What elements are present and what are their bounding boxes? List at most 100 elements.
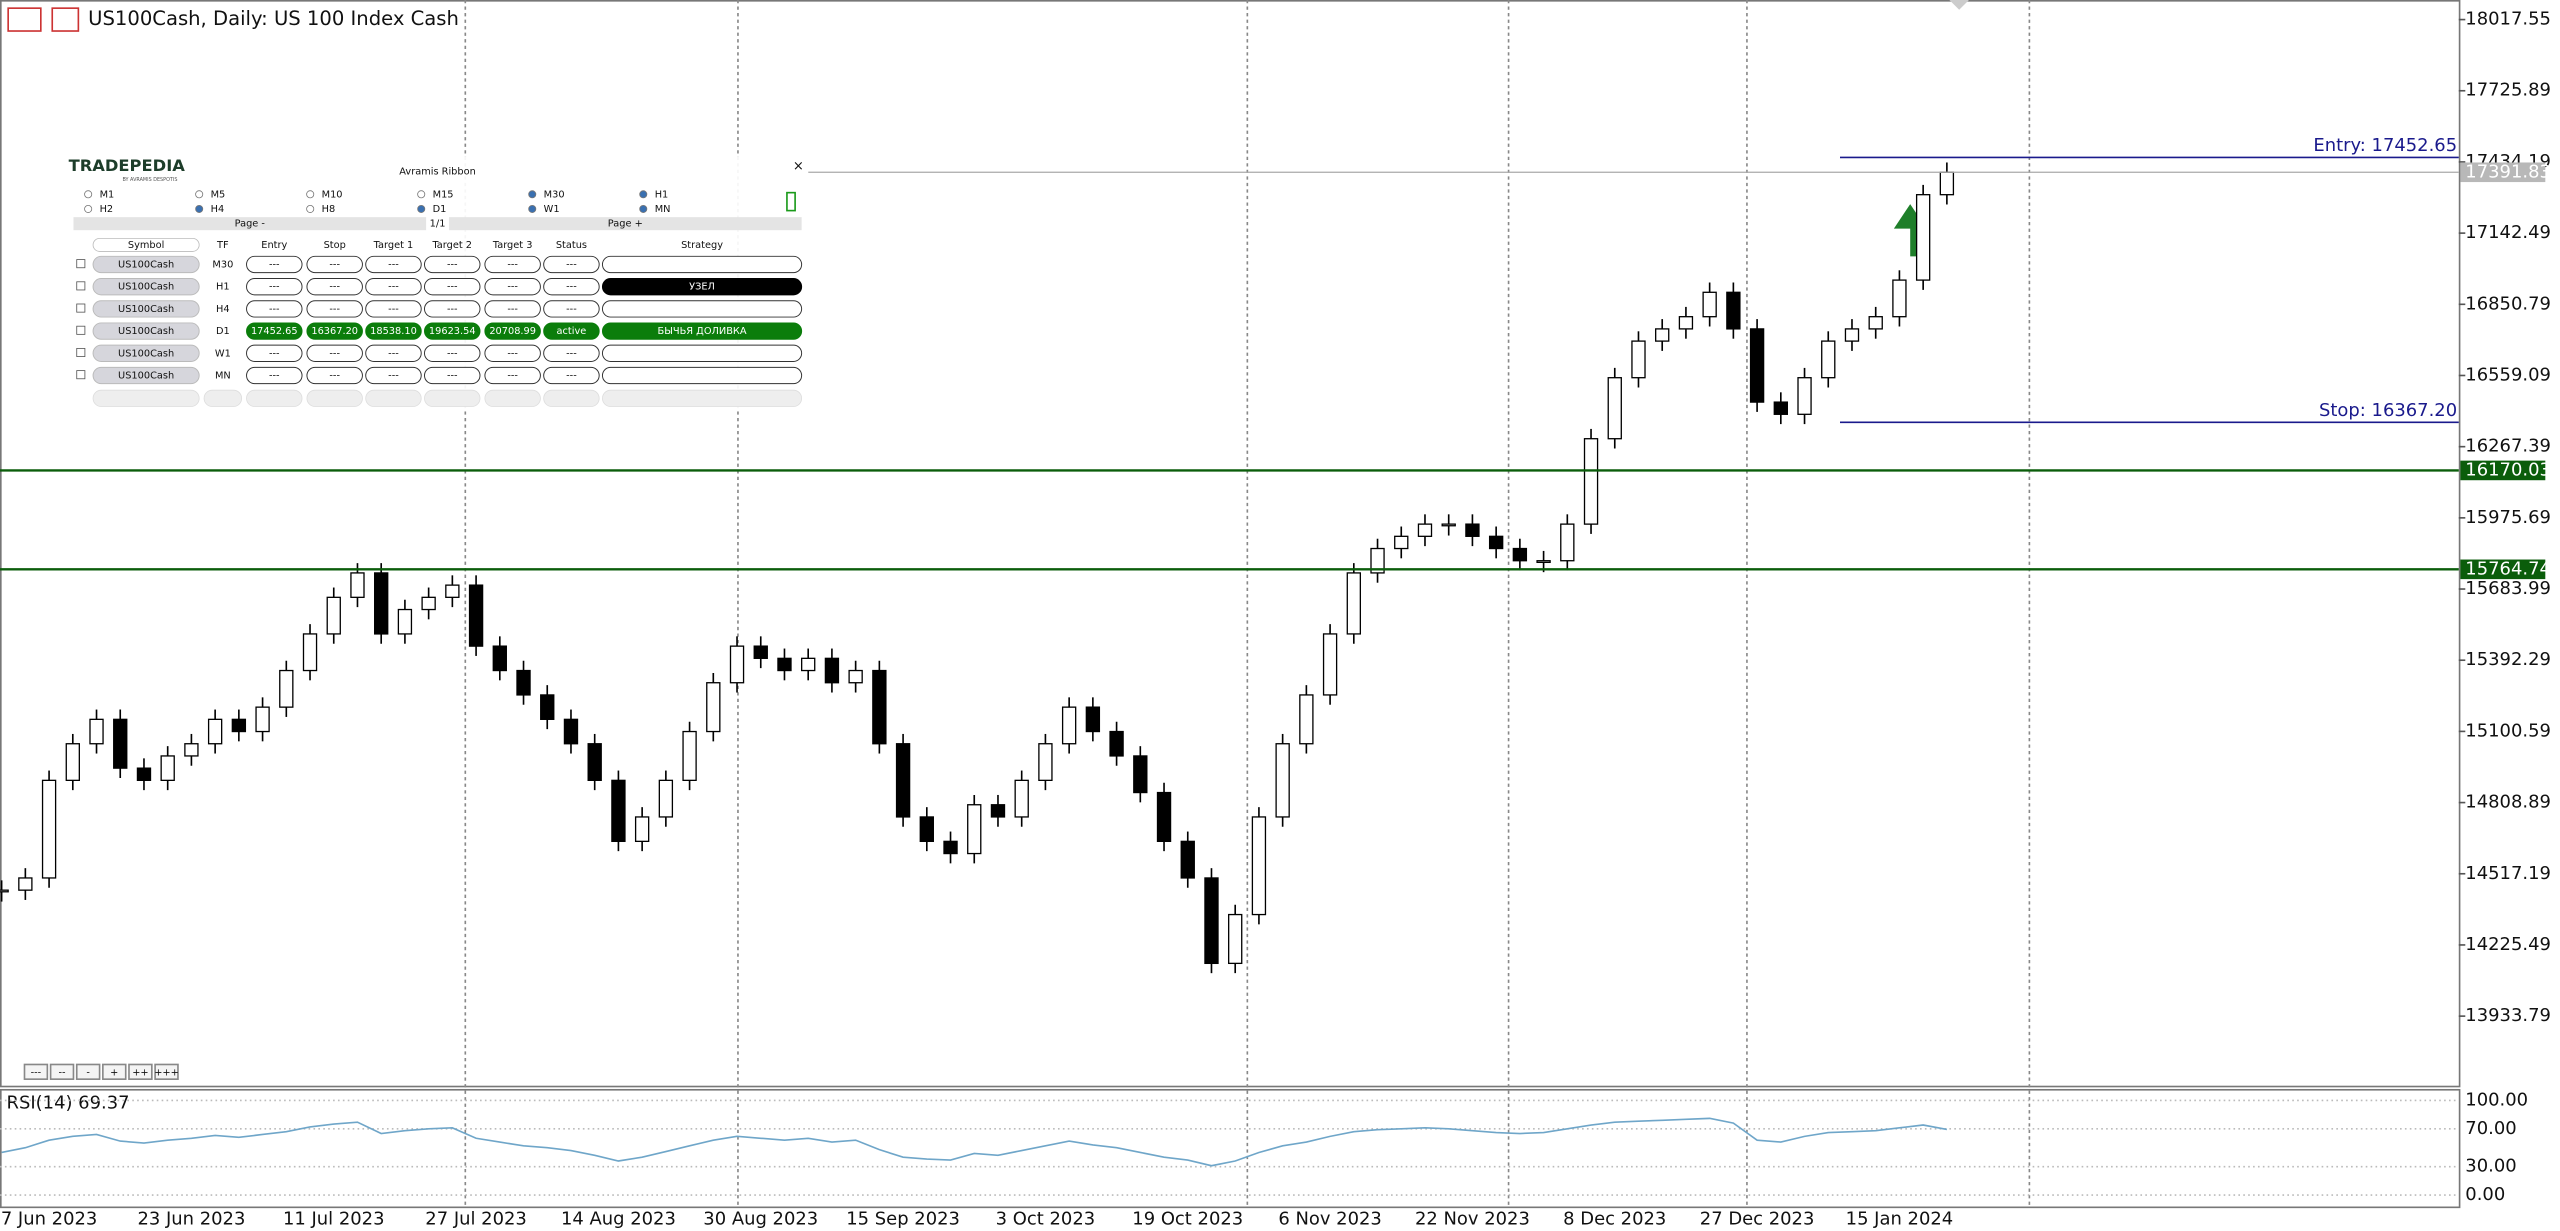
table-cell — [484, 278, 541, 296]
row-icon[interactable] — [76, 370, 86, 380]
x-tick-label: 3 Oct 2023 — [996, 1209, 1095, 1230]
table-cell — [246, 278, 303, 296]
table-cell-text: --- — [566, 348, 577, 359]
timeframe-radio[interactable] — [84, 204, 93, 213]
last-price-label: 17391.83 — [2465, 161, 2551, 182]
candle — [1512, 547, 1528, 562]
timeframe-radio[interactable] — [306, 190, 315, 199]
timeframe-radio[interactable] — [195, 204, 204, 213]
candle — [1821, 340, 1836, 379]
table-cell-text: --- — [507, 259, 518, 270]
icon[interactable] — [51, 7, 80, 32]
candle — [279, 669, 294, 708]
candle — [1607, 377, 1622, 440]
panel-close[interactable]: × — [793, 159, 804, 174]
zoom-button[interactable] — [128, 1063, 153, 1080]
table-cell-text: H1 — [216, 282, 230, 293]
x-tick-label: 27 Dec 2023 — [1700, 1209, 1815, 1230]
row-icon[interactable] — [76, 281, 86, 291]
rsi-pane-frame — [0, 1088, 2461, 1209]
zoom-button[interactable] — [49, 1063, 75, 1080]
timeframe-radio[interactable] — [417, 204, 426, 213]
candle — [207, 718, 223, 745]
timeframe-label: H1 — [655, 189, 669, 200]
timeframe-radio[interactable] — [195, 190, 204, 199]
level-label: 16170.03 — [2465, 459, 2551, 480]
candle — [1346, 572, 1361, 635]
y-tick-label: 15392.29 — [2465, 649, 2551, 670]
zoom-button[interactable] — [23, 1063, 49, 1080]
table-cell — [543, 366, 600, 385]
table-cell-text: --- — [566, 282, 577, 293]
icon[interactable] — [7, 7, 42, 32]
table-cell-text: --- — [447, 259, 458, 270]
candle — [706, 682, 721, 733]
table-cell — [92, 366, 200, 385]
timeframe-radio[interactable] — [306, 204, 315, 213]
table-cell-text: --- — [507, 304, 518, 315]
column-header: Symbol — [128, 240, 164, 251]
table-cell — [424, 300, 481, 318]
page-prev-button[interactable] — [73, 217, 427, 231]
table-cell-text: --- — [329, 304, 340, 315]
panel-logo-sub: BY AVRAMIS DESPOTIS — [122, 177, 177, 183]
timeframe-radio[interactable] — [528, 190, 537, 199]
candle — [1441, 523, 1456, 527]
timeframe-label: M30 — [544, 189, 565, 200]
table-cell — [92, 300, 200, 318]
candle — [1370, 547, 1385, 574]
timeframe-label: W1 — [544, 204, 560, 215]
zoom-button[interactable] — [102, 1063, 127, 1080]
table-cell-text: 16367.20 — [311, 326, 358, 337]
candle — [1773, 401, 1788, 415]
candle — [421, 596, 436, 611]
table-cell — [306, 300, 363, 318]
candle — [967, 804, 982, 855]
row-icon[interactable] — [76, 325, 86, 335]
empty-cell — [424, 389, 481, 407]
candle — [634, 816, 650, 843]
x-tick-label: 30 Aug 2023 — [703, 1209, 818, 1230]
y-tick-label: 16559.09 — [2465, 364, 2551, 385]
y-tick-label: 16267.39 — [2465, 436, 2551, 457]
table-cell-text: US100Cash — [118, 371, 174, 382]
x-tick-label: 19 Oct 2023 — [1132, 1209, 1243, 1230]
timeframe-radio[interactable] — [639, 204, 648, 213]
timeframe-radio[interactable] — [639, 190, 648, 199]
x-tick-label: 7 Jun 2023 — [1, 1209, 98, 1230]
toolbar-icons — [7, 7, 80, 32]
zoom-button-label: --- — [31, 1068, 42, 1079]
timeframe-label: H4 — [211, 204, 225, 215]
candle — [1014, 779, 1029, 818]
timeframe-label: M1 — [100, 189, 115, 200]
shift-marker — [1949, 0, 1969, 10]
row-icon[interactable] — [76, 303, 86, 313]
rsi-tick-label: 0.00 — [2465, 1184, 2505, 1205]
zoom-button[interactable] — [154, 1063, 179, 1080]
candle — [1488, 535, 1504, 550]
panel-title: Avramis Ribbon — [399, 166, 476, 177]
table-cell-text: --- — [269, 304, 280, 315]
page-next-button[interactable] — [448, 217, 802, 231]
table-cell-text: --- — [329, 371, 340, 382]
candle — [943, 840, 958, 855]
row-icon[interactable] — [76, 347, 86, 357]
column-header: Status — [556, 240, 587, 251]
timeframe-radio[interactable] — [417, 190, 426, 199]
candle — [1417, 523, 1433, 537]
table-cell — [365, 366, 422, 385]
y-tick-label: 15683.99 — [2465, 578, 2551, 599]
table-cell — [92, 322, 200, 340]
timeframe-radio[interactable] — [528, 204, 537, 213]
table-cell — [484, 255, 541, 274]
table-cell-text: --- — [507, 348, 518, 359]
table-cell-text: --- — [329, 348, 340, 359]
x-tick-label: 27 Jul 2023 — [425, 1209, 527, 1230]
row-icon[interactable] — [76, 259, 86, 269]
panel-indicator — [786, 191, 796, 212]
page-number: 1/1 — [430, 219, 446, 230]
zoom-button[interactable] — [75, 1063, 101, 1080]
table-cell — [246, 300, 303, 318]
timeframe-radio[interactable] — [84, 190, 93, 199]
table-cell-text: --- — [388, 304, 399, 315]
